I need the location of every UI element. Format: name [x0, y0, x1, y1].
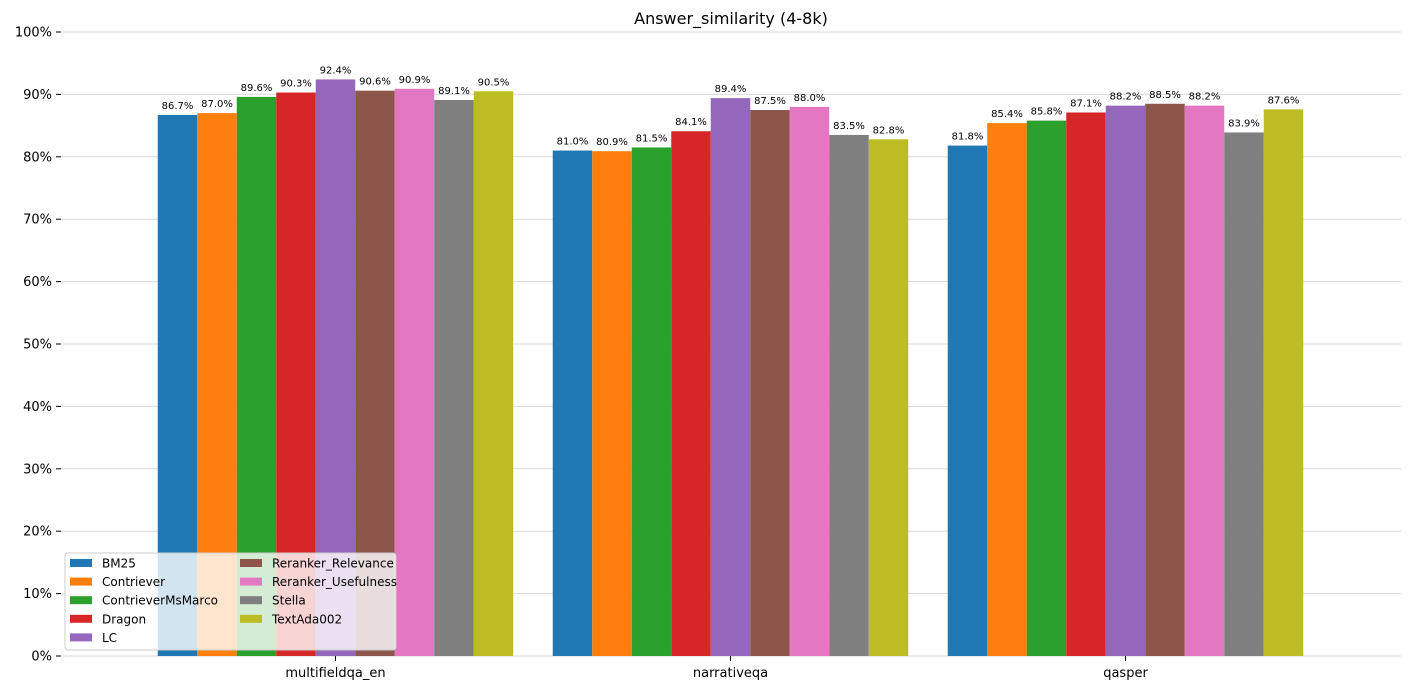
bar-data-label: 90.9% [399, 75, 431, 86]
y-tick-label: 90% [23, 88, 52, 103]
bar-data-label: 81.5% [636, 133, 668, 144]
legend-label: Contriever [102, 575, 165, 589]
bar-data-label: 85.4% [991, 109, 1023, 120]
bar [1026, 120, 1067, 656]
bar [434, 100, 474, 657]
x-tick-label: narrativeqa [693, 666, 768, 681]
bar [671, 131, 711, 656]
bar [1263, 109, 1304, 657]
bar-data-label: 89.4% [715, 84, 747, 95]
bar [750, 110, 790, 656]
bar [1224, 132, 1264, 657]
bar-data-label: 89.1% [438, 86, 470, 97]
bar-data-label: 83.9% [1228, 118, 1260, 129]
y-tick-label: 10% [23, 587, 52, 602]
bar [789, 106, 830, 656]
bar-data-label: 85.8% [1031, 107, 1063, 118]
y-tick-label: 100% [15, 26, 52, 41]
legend-label: TextAda002 [271, 612, 342, 626]
x-axis: multifieldqa_en narrativeqa qasper [285, 656, 1148, 681]
bar-data-label: 82.8% [873, 125, 905, 136]
legend-swatch [240, 596, 262, 605]
bar-data-label: 87.6% [1268, 95, 1300, 106]
bar-data-label: 90.3% [280, 79, 312, 90]
y-tick-label: 0% [31, 650, 52, 665]
bar [592, 151, 632, 656]
y-tick-label: 20% [23, 525, 52, 540]
legend-swatch [70, 596, 92, 605]
bar [868, 139, 909, 656]
bar [1066, 112, 1106, 657]
bar [947, 145, 988, 656]
y-axis: 0% 10% 20% 30% 40% 50% 60% 70% 80% 90% 100% [15, 26, 61, 665]
bar-data-label: 87.5% [754, 96, 786, 107]
legend-swatch [240, 577, 262, 586]
bar-data-label: 87.1% [1070, 98, 1102, 109]
bar-data-label: 90.5% [478, 77, 510, 88]
x-tick-label: qasper [1103, 666, 1148, 681]
bar-data-label: 88.5% [1149, 90, 1181, 101]
legend-label: BM25 [102, 557, 136, 571]
bar [829, 134, 869, 656]
bar [1184, 105, 1225, 656]
legend-swatch [70, 614, 92, 623]
legend: BM25 Contriever ContrieverMsMarco Dragon LC R… [64, 552, 397, 651]
bar [1105, 105, 1146, 656]
legend-label: ContrieverMsMarco [102, 594, 218, 608]
bar-data-label: 90.6% [359, 77, 391, 88]
bar [1145, 103, 1185, 656]
legend-label: Reranker_Relevance [272, 557, 394, 571]
bar-data-label: 86.7% [162, 101, 194, 112]
y-tick-label: 70% [23, 213, 52, 228]
y-tick-label: 60% [23, 275, 52, 290]
bar-data-label: 80.9% [596, 137, 628, 148]
legend-frame [64, 552, 397, 651]
bar-data-label: 88.2% [1110, 92, 1142, 103]
bar-data-label: 87.0% [201, 99, 233, 110]
legend-label: Dragon [102, 612, 146, 626]
chart-title: Answer_similarity (4-8k) [634, 9, 828, 29]
bar [473, 91, 514, 656]
y-tick-label: 50% [23, 338, 52, 353]
legend-swatch [70, 577, 92, 586]
bar [631, 147, 672, 656]
bar-data-label: 84.1% [675, 117, 707, 128]
y-tick-label: 30% [23, 462, 52, 477]
y-tick-label: 80% [23, 150, 52, 165]
bar-data-label: 81.8% [952, 132, 984, 143]
bar-data-label: 89.6% [241, 83, 273, 94]
legend-label: Reranker_Usefulness [272, 575, 397, 589]
bar-data-label: 88.2% [1189, 92, 1221, 103]
bar-data-label: 81.0% [557, 137, 589, 148]
bar-data-label: 83.5% [833, 121, 865, 132]
bar [394, 88, 435, 656]
legend-label: LC [102, 631, 117, 645]
bar-data-label: 88.0% [794, 93, 826, 104]
legend-swatch [70, 559, 92, 567]
legend-swatch [240, 614, 262, 623]
legend-swatch [70, 633, 92, 642]
bar [710, 98, 751, 657]
legend-label: Stella [272, 594, 306, 608]
y-tick-label: 40% [23, 400, 52, 415]
x-tick-label: multifieldqa_en [285, 666, 385, 681]
bar [552, 150, 593, 656]
bar [987, 123, 1027, 656]
bar-data-label: 92.4% [320, 65, 352, 76]
legend-swatch [240, 559, 262, 567]
